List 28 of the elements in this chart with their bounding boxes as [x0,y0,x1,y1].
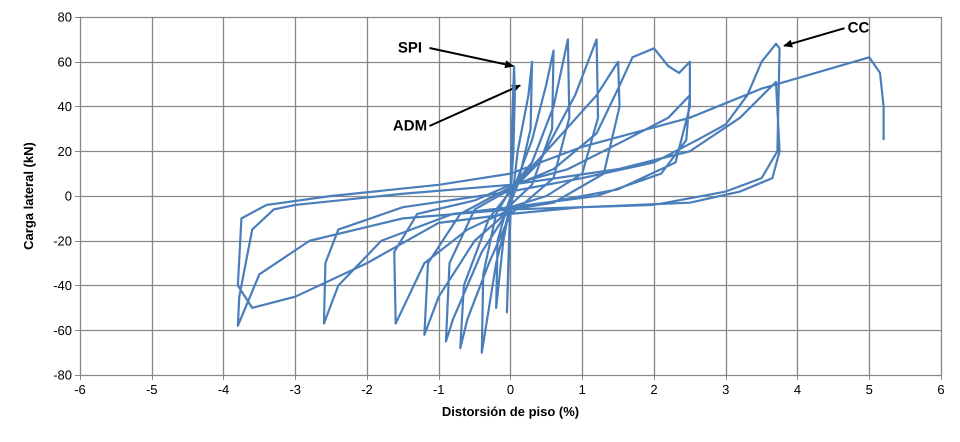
y-tick-label: -20 [53,233,72,248]
x-tick-label: 1 [578,382,586,397]
x-tick-label: -1 [432,382,445,397]
x-tick-label: -4 [218,382,230,397]
y-tick-label: -40 [53,278,72,293]
x-tick-label: -6 [74,382,86,397]
y-axis-title: Carga lateral (kN) [21,142,36,250]
annotation: SPI [398,40,422,56]
x-tick-label: -5 [146,382,158,397]
x-tick-label: 3 [722,382,730,397]
x-tick-label: 2 [650,382,658,397]
x-tick-label: 4 [794,382,802,397]
x-axis-title: Distorsión de piso (%) [442,404,580,419]
annotation: CC [848,20,870,37]
x-tick-label: 6 [937,382,945,397]
y-tick-label: 80 [58,10,72,24]
x-tick-label: -3 [289,382,302,397]
y-tick-label: 20 [58,144,72,159]
y-tick-label: -60 [53,322,72,338]
x-tick-label: -2 [361,382,373,397]
x-tick-label: 0 [506,382,514,397]
y-tick-label: -80 [53,368,72,382]
y-tick-label: 60 [58,54,72,70]
x-tick-label: 5 [866,382,873,397]
y-tick-label: 0 [64,188,72,204]
annotation: ADM [392,118,428,134]
line-series [236,38,885,354]
y-tick-label: 40 [58,99,72,114]
